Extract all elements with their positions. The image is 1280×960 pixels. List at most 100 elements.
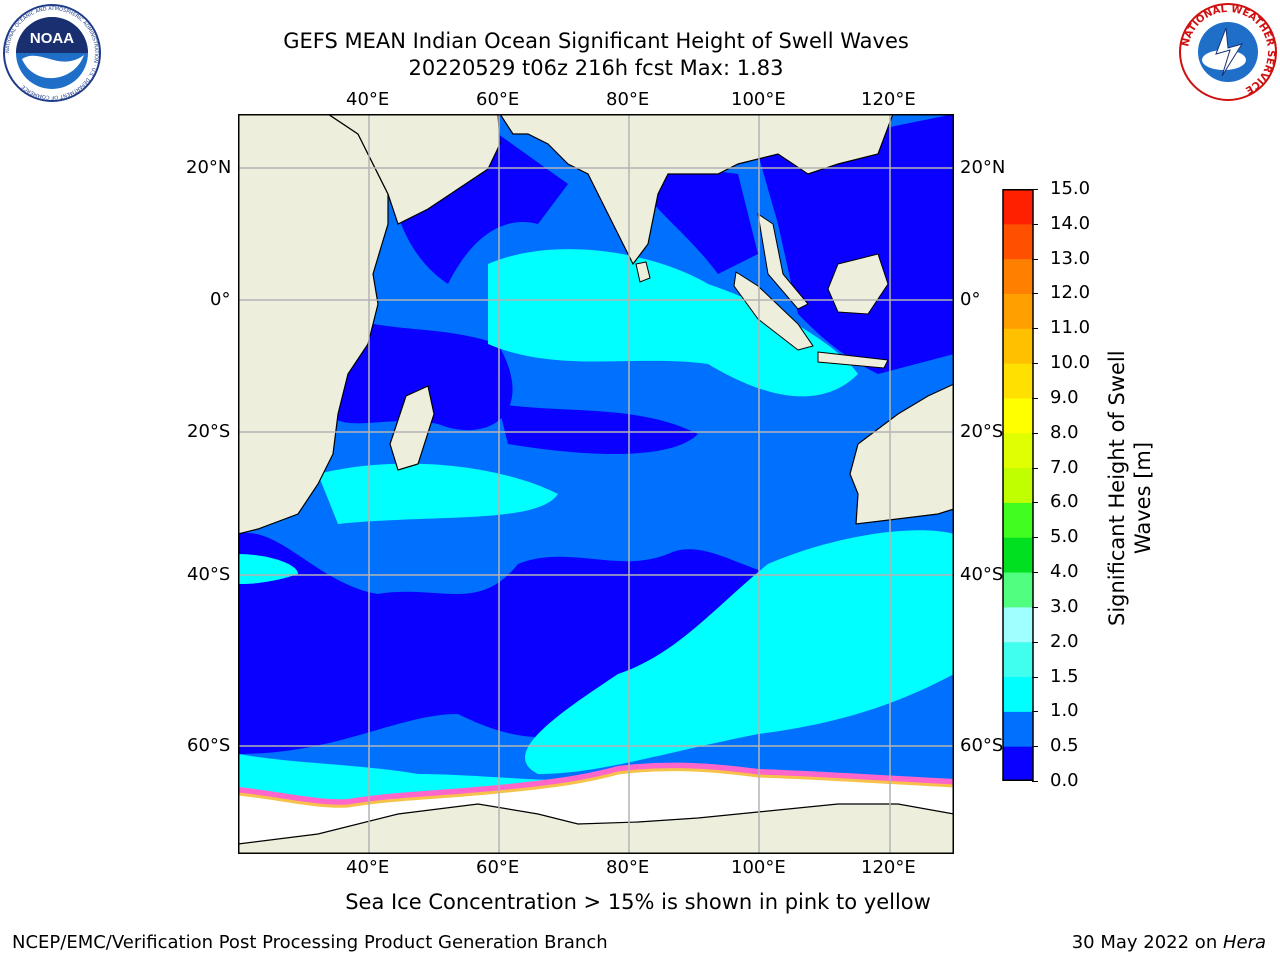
colorbar-segment xyxy=(1003,293,1033,329)
colorbar-tick-label: 12.0 xyxy=(1050,282,1091,304)
colorbar-tick xyxy=(1032,711,1038,713)
colorbar-tick xyxy=(1032,781,1038,782)
lat-label-right-40s: 40°S xyxy=(960,564,1004,585)
colorbar-segment xyxy=(1003,223,1033,260)
colorbar-segment xyxy=(1003,363,1033,399)
colorbar-tick xyxy=(1032,641,1038,643)
colorbar-tick-label: 2.0 xyxy=(1050,630,1079,652)
colorbar-label: Significant Height of Swell Waves [m] xyxy=(1104,350,1156,626)
sumatra-landmass xyxy=(733,271,814,351)
colorbar-tick-label: 1.5 xyxy=(1050,665,1079,687)
colorbar xyxy=(1002,189,1034,781)
colorbar-tick xyxy=(1032,537,1038,539)
lat-label-left-0: 0° xyxy=(210,289,231,310)
lon-label-bottom-120e: 120°E xyxy=(861,857,916,878)
sea-ice-note: Sea Ice Concentration > 15% is shown in … xyxy=(345,890,931,914)
lon-label-top-60e: 60°E xyxy=(476,89,520,110)
date-stamp: 30 May 2022 on Hera xyxy=(1072,932,1266,953)
colorbar-segment xyxy=(1003,432,1033,469)
colorbar-tick xyxy=(1032,676,1038,678)
madagascar-landmass xyxy=(389,385,435,471)
colorbar-segment xyxy=(1003,676,1033,712)
colorbar-tick-label: 9.0 xyxy=(1050,386,1079,408)
lon-label-top-120e: 120°E xyxy=(861,89,916,110)
colorbar-segment xyxy=(1003,711,1033,747)
colorbar-segment xyxy=(1003,258,1033,294)
lon-label-bottom-60e: 60°E xyxy=(476,857,520,878)
map-gridlines xyxy=(238,114,954,854)
colorbar-tick-labels: 0.0 0.5 1.0 1.5 2.0 3.0 4.0 5.0 6.0 7.0 8.0 9.0 10.0… xyxy=(1032,178,1096,791)
lat-label-right-20n: 20°N xyxy=(960,157,1006,178)
colorbar-segment xyxy=(1003,397,1033,434)
colorbar-tick-label: 5.0 xyxy=(1050,526,1079,548)
malay-peninsula-landmass xyxy=(757,212,809,310)
map-frame xyxy=(238,114,954,854)
lat-label-right-20s: 20°S xyxy=(960,421,1004,442)
colorbar-tick xyxy=(1032,397,1038,399)
colorbar-tick xyxy=(1032,189,1038,190)
lat-label-left-40s: 40°S xyxy=(187,564,231,585)
colorbar-tick-label: 11.0 xyxy=(1050,317,1091,339)
credit-text: NCEP/EMC/Verification Post Processing Pr… xyxy=(12,932,608,953)
colorbar-tick xyxy=(1032,258,1038,260)
nws-logo-icon: NATIONAL WEATHER SERVICE xyxy=(1179,3,1277,101)
chart-title: GEFS MEAN Indian Ocean Significant Heigh… xyxy=(283,29,909,53)
colorbar-label-line2: Waves [m] xyxy=(1131,441,1155,555)
colorbar-label-line1: Significant Height of Swell xyxy=(1105,350,1129,626)
colorbar-tick-label: 4.0 xyxy=(1050,561,1079,583)
swell-band-mid-madagascar xyxy=(318,463,558,524)
colorbar-segment xyxy=(1003,502,1033,538)
lon-label-bottom-100e: 100°E xyxy=(731,857,786,878)
colorbar-segment xyxy=(1003,572,1033,608)
colorbar-segment xyxy=(1003,467,1033,503)
colorbar-tick-label: 15.0 xyxy=(1050,178,1091,199)
colorbar-tick xyxy=(1032,606,1038,608)
colorbar-segment xyxy=(1003,641,1033,678)
colorbar-frame xyxy=(1002,189,1034,781)
lat-label-left-20s: 20°S xyxy=(187,421,231,442)
swell-band-mid-west xyxy=(238,554,298,584)
asia-landmass xyxy=(499,114,954,266)
colorbar-tick-label: 0.5 xyxy=(1050,735,1079,757)
colorbar-tick xyxy=(1032,746,1038,748)
colorbar-tick-label: 10.0 xyxy=(1050,352,1091,374)
colorbar-tick-label: 1.0 xyxy=(1050,700,1079,722)
colorbar-tick xyxy=(1032,432,1038,434)
colorbar-tick-label: 13.0 xyxy=(1050,247,1091,269)
colorbar-segment xyxy=(1003,537,1033,573)
swell-band-mid-equator xyxy=(488,249,858,397)
colorbar-tick xyxy=(1032,293,1038,295)
lat-label-left-20n: 20°N xyxy=(186,157,232,178)
swell-band-low-bengal xyxy=(638,164,758,274)
lat-label-right-0: 0° xyxy=(960,289,981,310)
lon-label-top-40e: 40°E xyxy=(346,89,390,110)
colorbar-tick xyxy=(1032,572,1038,574)
colorbar-segment xyxy=(1003,606,1033,643)
sri-lanka-landmass xyxy=(635,261,651,283)
lon-label-top-80e: 80°E xyxy=(606,89,650,110)
colorbar-tick-label: 0.0 xyxy=(1050,770,1079,791)
noaa-logo-text: NOAA xyxy=(30,30,74,47)
colorbar-tick-label: 3.0 xyxy=(1050,595,1079,617)
swell-band-low-central xyxy=(498,404,698,454)
lat-label-right-60s: 60°S xyxy=(960,735,1004,756)
noaa-logo-icon: NOAA NATIONAL OCEANIC AND ATMOSPHERIC AD… xyxy=(3,4,101,102)
colorbar-tick-label: 6.0 xyxy=(1050,491,1079,513)
swell-band-mid-southeast xyxy=(525,530,954,774)
lon-label-bottom-40e: 40°E xyxy=(346,857,390,878)
machine-name: Hera xyxy=(1222,932,1266,953)
lon-label-bottom-80e: 80°E xyxy=(606,857,650,878)
colorbar-tick xyxy=(1032,328,1038,330)
colorbar-tick-label: 8.0 xyxy=(1050,421,1079,443)
colorbar-segment xyxy=(1003,328,1033,364)
swell-band-low-indonesia xyxy=(758,114,954,374)
colorbar-tick xyxy=(1032,467,1038,469)
colorbar-tick-label: 14.0 xyxy=(1050,212,1091,234)
map-plot xyxy=(238,114,954,854)
sea-ice-edge-yellow xyxy=(238,768,954,808)
colorbar-tick xyxy=(1032,502,1038,504)
swell-band-low-south xyxy=(238,532,798,754)
chart-subtitle: 20220529 t06z 216h fcst Max: 1.83 xyxy=(408,56,784,80)
colorbar-segment xyxy=(1003,189,1033,225)
java-landmass xyxy=(817,351,889,369)
